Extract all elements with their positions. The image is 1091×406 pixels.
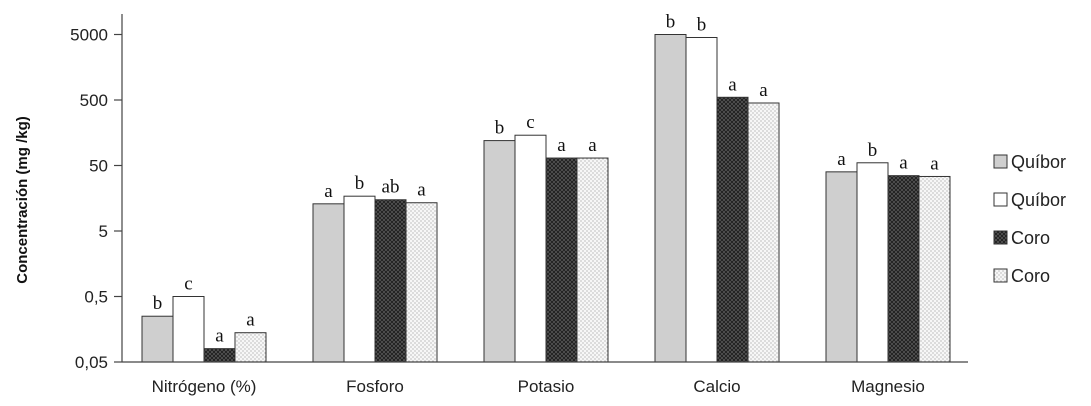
bar [747, 102, 780, 363]
y-tick-label: 5 [99, 222, 108, 241]
legend-label: Coro [1011, 266, 1050, 286]
category-label: Calcio [693, 377, 740, 396]
bar [654, 34, 687, 363]
bar [374, 199, 407, 363]
y-tick-label: 50 [89, 157, 108, 176]
y-tick-label: 0,5 [84, 288, 108, 307]
bar [576, 157, 609, 363]
significance-letter: a [557, 135, 566, 156]
legend: Quíbor Quíbor Coro Coro [993, 152, 1066, 286]
category-label-group: Nitrógeno (%) Fosforo Potasio Calcio Magnesi… [152, 377, 925, 396]
significance-letter: b [868, 140, 878, 161]
bar [312, 203, 345, 363]
bar [343, 195, 376, 363]
significance-letter: b [355, 173, 365, 194]
significance-letter: a [759, 80, 768, 101]
bar [172, 296, 205, 363]
significance-letter: a [246, 310, 255, 331]
bar-group [141, 34, 951, 363]
significance-letter: a [728, 74, 737, 95]
significance-letter: a [324, 181, 333, 202]
legend-swatch [993, 230, 1008, 245]
significance-letter: b [495, 118, 505, 139]
significance-letter: a [588, 135, 597, 156]
significance-letter: b [697, 14, 707, 35]
bar [825, 171, 858, 363]
significance-letter: a [417, 180, 426, 201]
bar [887, 175, 920, 363]
significance-letter: ab [382, 177, 400, 198]
bar [483, 140, 516, 363]
legend-swatch [993, 192, 1008, 207]
bar [141, 315, 174, 363]
significance-letter: c [184, 274, 192, 295]
legend-label: Coro [1011, 228, 1050, 248]
bar [514, 134, 547, 363]
significance-letter: b [666, 12, 676, 33]
category-label: Nitrógeno (%) [152, 377, 257, 396]
bar [545, 157, 578, 363]
category-label: Potasio [518, 377, 575, 396]
y-axis-label: Concentración (mg /kg) [14, 116, 31, 284]
significance-letter: b [153, 293, 163, 314]
legend-swatch [993, 268, 1008, 283]
y-tick-label: 0,05 [75, 353, 108, 372]
category-label: Fosforo [346, 377, 404, 396]
category-label: Magnesio [851, 377, 925, 396]
bar [918, 175, 951, 363]
legend-label: Quíbor [1011, 152, 1066, 172]
bar [234, 332, 267, 363]
significance-letter: a [930, 153, 939, 174]
legend-label: Quíbor [1011, 190, 1066, 210]
significance-letter: a [899, 153, 908, 174]
bar [685, 36, 718, 363]
bar [405, 202, 438, 363]
bar [856, 162, 889, 363]
significance-letter: a [215, 326, 224, 347]
significance-letter: c [526, 112, 534, 133]
significance-letter: a [837, 149, 846, 170]
bar [716, 96, 749, 363]
y-tick-label: 500 [80, 91, 108, 110]
y-tick-group: 0,05 0,5 5 50 500 5000 [70, 26, 122, 372]
y-tick-label: 5000 [70, 26, 108, 45]
bar [203, 348, 236, 363]
legend-swatch [993, 154, 1008, 169]
